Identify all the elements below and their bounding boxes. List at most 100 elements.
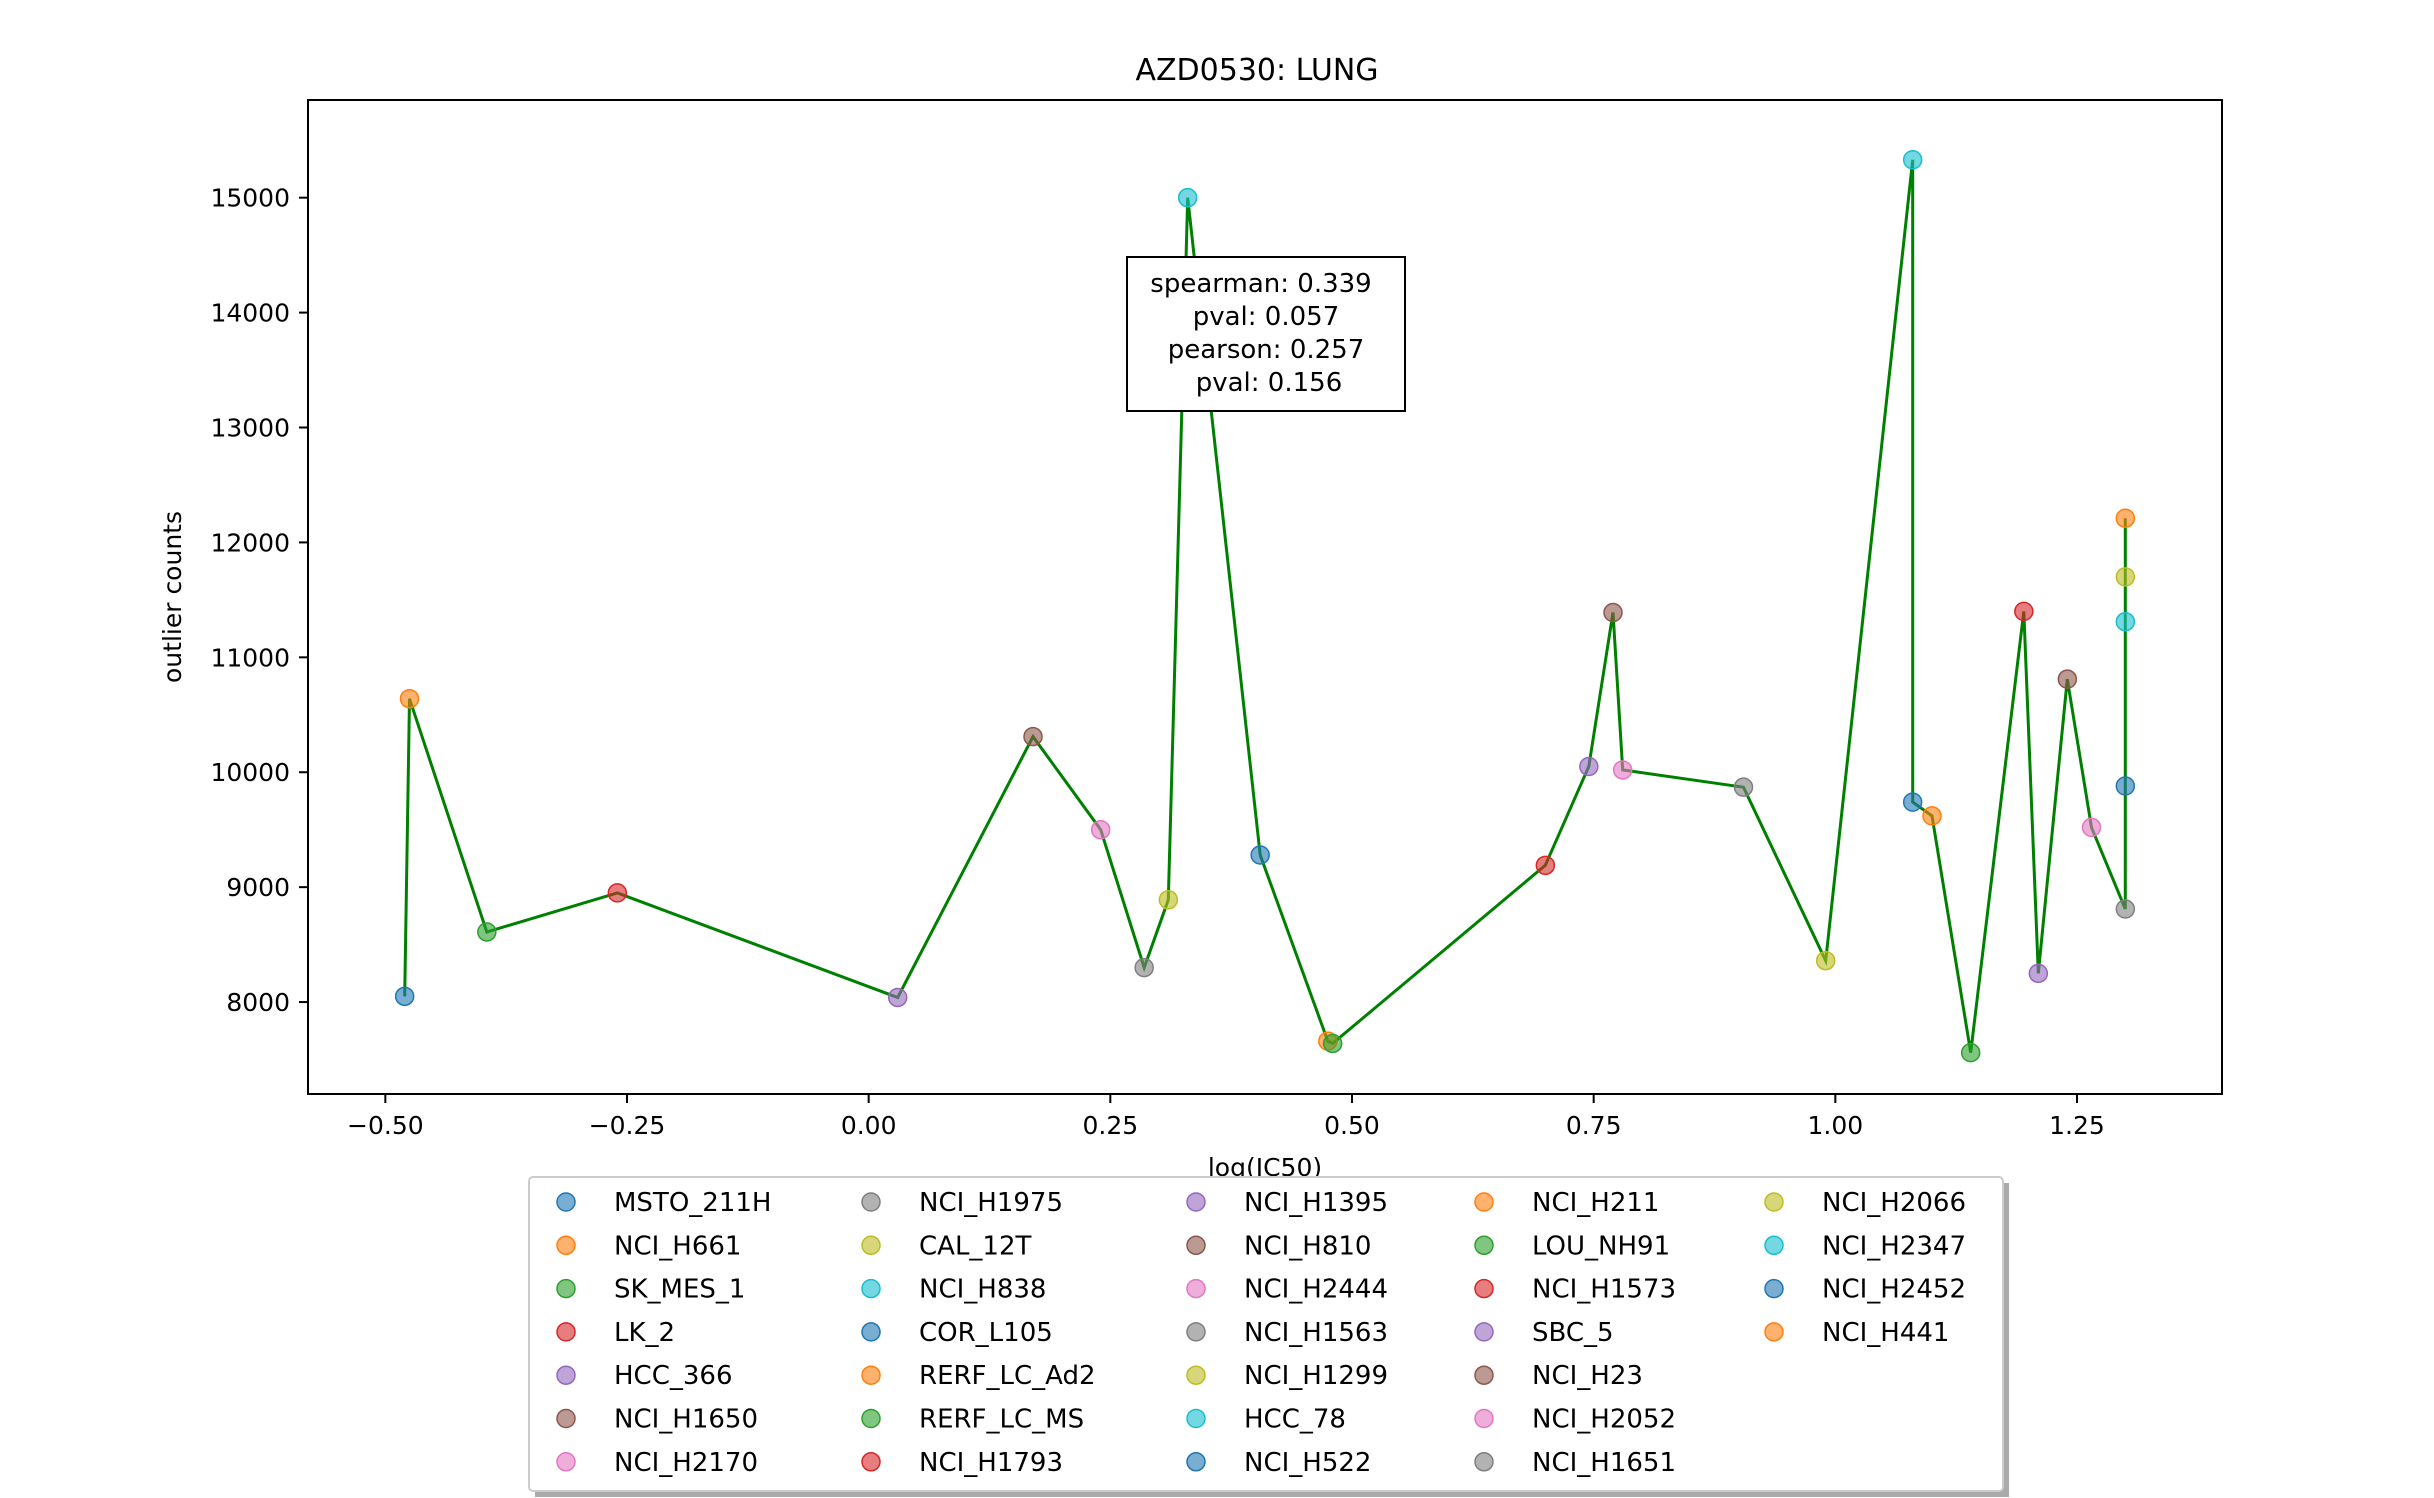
x-tick-label: −0.50 (347, 1111, 424, 1140)
legend-entry: NCI_H2347 (1764, 1231, 1966, 1261)
legend-marker (1186, 1365, 1206, 1385)
legend-entry: RERF_LC_MS (861, 1405, 1084, 1435)
x-tick-label: 0.25 (1082, 1111, 1138, 1140)
legend-entry: NCI_H1563 (1186, 1318, 1388, 1348)
data-points (394, 150, 2136, 1063)
legend-entry: SK_MES_1 (556, 1275, 745, 1305)
x-tick-label: 1.00 (1807, 1111, 1863, 1140)
legend-marker (1764, 1322, 1784, 1342)
legend-marker (1474, 1235, 1494, 1256)
plot-area (307, 99, 2223, 1095)
legend-entry: NCI_H441 (1764, 1318, 1949, 1348)
legend-marker (861, 1452, 881, 1472)
y-tick-label: 14000 (210, 299, 290, 328)
legend-marker (556, 1452, 576, 1472)
y-tick-label: 11000 (210, 643, 290, 672)
data-point-nci_h1793 (1535, 855, 1556, 876)
legend-entry: NCI_H1975 (861, 1188, 1063, 1218)
legend-label: RERF_LC_MS (919, 1405, 1084, 1435)
x-tick-label: 0.50 (1324, 1111, 1380, 1140)
legend-marker (1186, 1235, 1206, 1256)
data-point-cal_12t (1158, 890, 1179, 910)
legend-marker (1474, 1365, 1494, 1385)
legend-entry: NCI_H1573 (1474, 1275, 1676, 1305)
data-point-nci_h441 (2115, 508, 2136, 529)
legend-entry: NCI_H1651 (1474, 1448, 1676, 1478)
legend-entry: NCI_H838 (861, 1275, 1046, 1305)
legend-label: NCI_H1651 (1532, 1448, 1676, 1478)
legend-label: NCI_H2170 (614, 1448, 758, 1478)
legend-marker (556, 1322, 576, 1342)
data-point-hcc_366 (887, 987, 908, 1008)
stats-annotation-box: spearman: 0.339 pval: 0.057 pearson: 0.2… (1126, 256, 1406, 412)
legend-entry: RERF_LC_Ad2 (861, 1361, 1096, 1391)
y-axis-label: outlier counts (158, 511, 187, 683)
legend: MSTO_211H NCI_H661 SK_MES_1 LK_2 HCC_366 NCI_… (528, 1176, 2009, 1497)
legend-marker (556, 1192, 576, 1212)
axes-frame (307, 99, 2223, 1095)
legend-marker (1186, 1452, 1206, 1472)
data-point-nci_h2347 (2115, 611, 2136, 632)
legend-entry: MSTO_211H (556, 1188, 771, 1218)
legend-label: NCI_H1299 (1244, 1361, 1388, 1391)
legend-marker (1186, 1322, 1206, 1342)
legend-entry: HCC_78 (1186, 1405, 1346, 1435)
data-point-nci_h810 (1603, 602, 1623, 623)
legend-label: NCI_H1793 (919, 1448, 1063, 1478)
legend-label: NCI_H2066 (1822, 1188, 1966, 1218)
y-tick-label: 13000 (210, 414, 290, 443)
legend-label: LK_2 (614, 1318, 675, 1348)
data-point-lou_nh91 (1960, 1042, 1981, 1063)
legend-marker (1186, 1278, 1206, 1299)
legend-marker (861, 1365, 881, 1385)
data-point-nci_h2052 (2081, 817, 2102, 838)
legend-marker (861, 1322, 881, 1342)
legend-label: SK_MES_1 (614, 1275, 745, 1305)
y-tick-label: 12000 (210, 528, 290, 557)
x-axis: −0.50 −0.25 0.00 0.25 0.50 0.75 1.00 1.25 (347, 1094, 2105, 1140)
legend-entry: HCC_366 (556, 1361, 733, 1391)
legend-label: NCI_H1573 (1532, 1275, 1676, 1305)
y-tick-label: 10000 (210, 758, 290, 787)
legend-marker (1186, 1192, 1206, 1212)
data-point-hcc_78 (1902, 150, 1923, 170)
legend-entries: MSTO_211H NCI_H661 SK_MES_1 LK_2 HCC_366 NCI_… (556, 1188, 1966, 1478)
x-tick-label: 1.25 (2049, 1111, 2105, 1140)
data-point-nci_h661 (399, 688, 420, 709)
legend-label: NCI_H1650 (614, 1405, 758, 1435)
legend-entry: NCI_H23 (1474, 1361, 1643, 1391)
legend-label: SBC_5 (1532, 1318, 1614, 1348)
legend-entry: SBC_5 (1474, 1318, 1614, 1348)
legend-label: NCI_H441 (1822, 1318, 1949, 1348)
legend-label: NCI_H1563 (1244, 1318, 1388, 1348)
legend-entry: NCI_H522 (1186, 1448, 1371, 1478)
y-tick-label: 15000 (210, 184, 290, 213)
data-point-msto_211h (394, 986, 415, 1007)
legend-frame (528, 1176, 2004, 1492)
legend-marker (1474, 1278, 1494, 1299)
legend-entry: NCI_H2052 (1474, 1405, 1676, 1435)
data-point-nci_h522 (1902, 792, 1923, 812)
data-point-nci_h2452 (2115, 776, 2136, 796)
legend-label: LOU_NH91 (1532, 1231, 1670, 1261)
legend-label: HCC_366 (614, 1361, 733, 1391)
data-point-nci_h1651 (2115, 899, 2136, 919)
stats-pearson-pval: pval: 0.156 (1196, 368, 1343, 398)
data-point-nci_h2444 (1612, 760, 1633, 780)
legend-entry: NCI_H2170 (556, 1448, 758, 1478)
legend-entry: NCI_H2444 (1186, 1275, 1388, 1305)
y-axis: 8000 9000 10000 11000 12000 13000 14000 15000 (210, 184, 308, 1017)
x-tick-label: −0.25 (589, 1111, 666, 1140)
data-point-lk_2 (607, 883, 628, 903)
legend-entry: NCI_H1395 (1186, 1188, 1388, 1218)
chart-title: AZD0530: LUNG (1135, 53, 1378, 88)
legend-marker (1474, 1452, 1494, 1472)
x-tick-label: 0.75 (1566, 1111, 1622, 1140)
data-point-nci_h1563 (1733, 777, 1754, 797)
data-line-path (403, 159, 2127, 1053)
legend-label: NCI_H522 (1244, 1448, 1371, 1478)
data-point-cor_l105 (1250, 845, 1270, 865)
legend-label: NCI_H838 (919, 1275, 1046, 1305)
legend-entry: COR_L105 (861, 1318, 1053, 1348)
